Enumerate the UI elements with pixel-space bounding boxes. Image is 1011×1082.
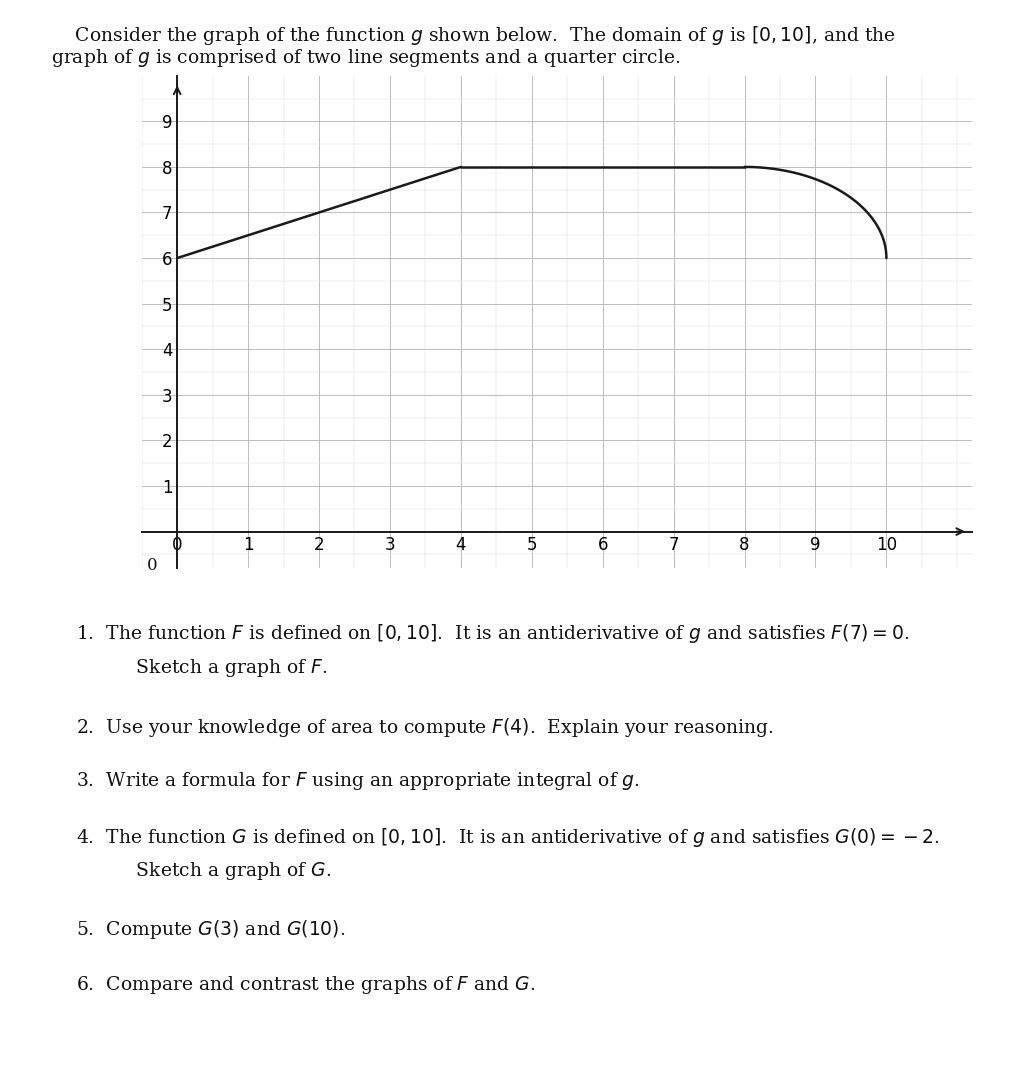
Text: Sketch a graph of $F$.: Sketch a graph of $F$. — [106, 657, 328, 678]
Text: 3.  Write a formula for $F$ using an appropriate integral of $g$.: 3. Write a formula for $F$ using an appr… — [76, 770, 639, 792]
Text: 1.  The function $F$ is defined on $[0, 10]$.  It is an antiderivative of $g$ an: 1. The function $F$ is defined on $[0, 1… — [76, 622, 908, 645]
Text: 0: 0 — [147, 556, 158, 573]
Text: 2.  Use your knowledge of area to compute $F(4)$.  Explain your reasoning.: 2. Use your knowledge of area to compute… — [76, 716, 772, 739]
Text: Consider the graph of the function $g$ shown below.  The domain of $g$ is $[0, 1: Consider the graph of the function $g$ s… — [51, 24, 895, 47]
Text: graph of $g$ is comprised of two line segments and a quarter circle.: graph of $g$ is comprised of two line se… — [51, 47, 679, 68]
Text: 5.  Compute $G(3)$ and $G(10)$.: 5. Compute $G(3)$ and $G(10)$. — [76, 918, 345, 940]
Text: 4.  The function $G$ is defined on $[0, 10]$.  It is an antiderivative of $g$ an: 4. The function $G$ is defined on $[0, 1… — [76, 826, 939, 848]
Text: Sketch a graph of $G$.: Sketch a graph of $G$. — [106, 860, 332, 882]
Text: 6.  Compare and contrast the graphs of $F$ and $G$.: 6. Compare and contrast the graphs of $F… — [76, 974, 535, 995]
